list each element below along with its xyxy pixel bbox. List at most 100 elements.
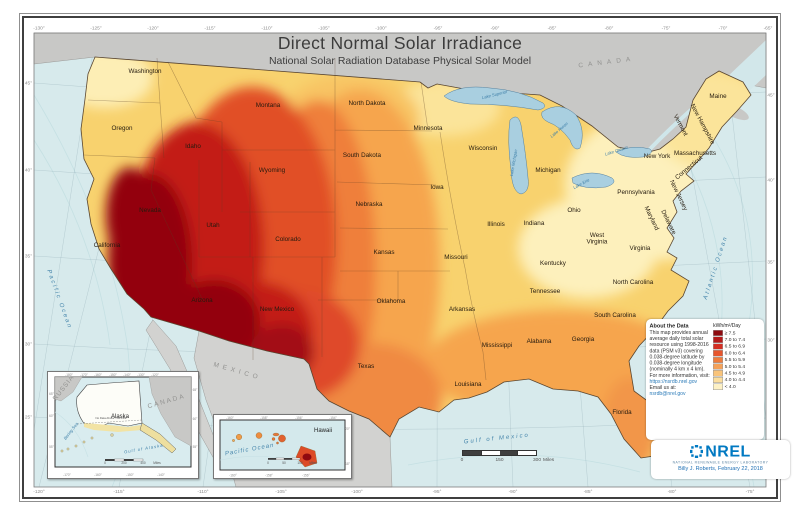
hawaii-inset: Hawaii Pacific Ocean -160° -158° -156° -154° -… [213, 414, 352, 479]
inset-coord-label: -154° [329, 416, 337, 420]
legend-swatch [713, 336, 724, 343]
inset-label: No Data Above This Line [96, 416, 127, 420]
inset-label: Gulf of Alaska [124, 443, 164, 455]
state-label: Mississippi [482, 342, 512, 349]
inset-coord-label: -140° [123, 373, 131, 377]
coord-label: 30° [767, 338, 774, 344]
inset-coord-label: 18° [345, 462, 351, 466]
coord-label: -130° [33, 26, 45, 32]
coord-label: 45° [25, 81, 32, 87]
state-label: Montana [256, 102, 281, 109]
state-label: Utah [206, 222, 220, 229]
coord-label: -110° [261, 26, 272, 32]
inset-coord-label: -156° [302, 474, 310, 478]
state-label: Kentucky [540, 260, 567, 267]
state-label: Georgia [572, 336, 595, 343]
about-more-info: For more information, visit: [649, 372, 710, 379]
state-label: South Dakota [343, 152, 382, 159]
alaska-inset: Alaska RUSSIA CANADA Bering Sea Gulf of Alas… [47, 371, 199, 479]
hawaii-sea [219, 419, 346, 471]
inset-scale-tick: 400 [140, 461, 146, 465]
inset-coord-label: -120° [151, 373, 159, 377]
inset-coord-label: -140° [157, 473, 165, 477]
inset-coord-label: -160° [229, 474, 237, 478]
inset-coord-label: -160° [94, 373, 102, 377]
coord-label: -65° [764, 26, 773, 32]
scalebar-tick: 150 [495, 456, 504, 463]
legend-row: ≥ 7.5 [713, 330, 760, 337]
nrel-logo-text: NREL [705, 442, 751, 460]
coord-label: 45° [767, 93, 774, 99]
alaska-panhandle [139, 422, 177, 454]
about-body: This map provides annual average daily t… [649, 330, 709, 373]
state-label: Maine [709, 93, 727, 100]
state-label: Wyoming [259, 167, 286, 174]
nrel-logo-icon [690, 444, 704, 458]
state-label: Arkansas [449, 306, 475, 313]
coord-label: 25° [25, 415, 32, 421]
vancouver-island [49, 41, 75, 55]
state-label: Minnesota [413, 125, 443, 132]
hawaii-scalebar [268, 457, 301, 460]
coord-label: -100° [351, 489, 363, 495]
inset-coord-label: -150° [109, 373, 117, 377]
coord-label: -115° [113, 489, 124, 495]
legend-swatch [713, 330, 724, 337]
inset-coord-label: 60° [193, 417, 198, 421]
map-border [33, 32, 767, 488]
aleutian-islands [60, 433, 114, 453]
state-label: Pennsylvania [617, 189, 655, 196]
coord-label: -100° [375, 26, 387, 32]
state-label: Idaho [185, 143, 201, 150]
coord-label: -110° [197, 489, 208, 495]
hawaiian-islands [232, 432, 318, 468]
state-label: Oregon [111, 125, 133, 132]
nrel-org-name: NATIONAL RENEWABLE ENERGY LABORATORY [672, 461, 769, 465]
lake-ontario [615, 146, 652, 158]
inset-coord-label: -156° [295, 416, 303, 420]
legend-class-label: 6.5 to 6.9 [724, 343, 746, 350]
coord-label: -80° [668, 489, 677, 495]
coord-label: 30° [25, 342, 32, 348]
legend-swatch [713, 356, 724, 363]
email-label: Email us at: [649, 385, 677, 391]
lake-superior [443, 86, 545, 111]
irradiance-legend: kWh/m²/Day ≥ 7.5 7.0 to 7.4 6.5 to 6.9 6.0 … [713, 323, 760, 397]
about-legend-panel: About the Data This map provides annual … [646, 319, 764, 440]
inset-scale-tick: 50 [282, 461, 286, 465]
inset-coord-label: -180° [65, 373, 73, 377]
state-label: Ohio [567, 207, 581, 214]
state-label: Florida [612, 409, 632, 416]
inset-coord-label: 65° [49, 392, 55, 396]
legend-row: 6.0 to 6.4 [713, 350, 760, 357]
state-label: Louisiana [455, 381, 482, 388]
legend-row: 5.0 to 5.4 [713, 363, 760, 370]
nsrdb-email-link[interactable]: nsrdb@nrel.gov [649, 391, 686, 397]
title-block: Direct Normal Solar Irradiance National … [0, 33, 800, 67]
alaska-scalebar [105, 458, 144, 462]
legend-swatch [713, 363, 724, 370]
state-label: Illinois [487, 221, 505, 228]
inset-coord-label: 55° [193, 445, 198, 449]
state-borders [83, 57, 487, 381]
no-data-line [76, 419, 143, 425]
canada-region-inset [148, 376, 192, 447]
great-lakes [443, 86, 652, 195]
coord-label: -75° [662, 26, 671, 32]
state-label: Massachusetts [674, 150, 716, 157]
nsrdb-url-link[interactable]: https://nsrdb.nrel.gov [649, 378, 698, 385]
inset-label: Hawaii [314, 428, 332, 434]
state-label: California [94, 242, 121, 249]
page-subtitle: National Solar Radiation Database Physic… [268, 55, 532, 67]
coord-label: -105° [275, 489, 287, 495]
coord-label: -80° [605, 26, 614, 32]
lake-huron [541, 106, 583, 150]
state-label: South Carolina [594, 312, 636, 319]
legend-swatch [713, 383, 724, 390]
inset-scale-tick: 200 [121, 461, 127, 465]
coord-label: -125° [90, 26, 102, 32]
inset-coord-label: 60° [49, 414, 55, 418]
